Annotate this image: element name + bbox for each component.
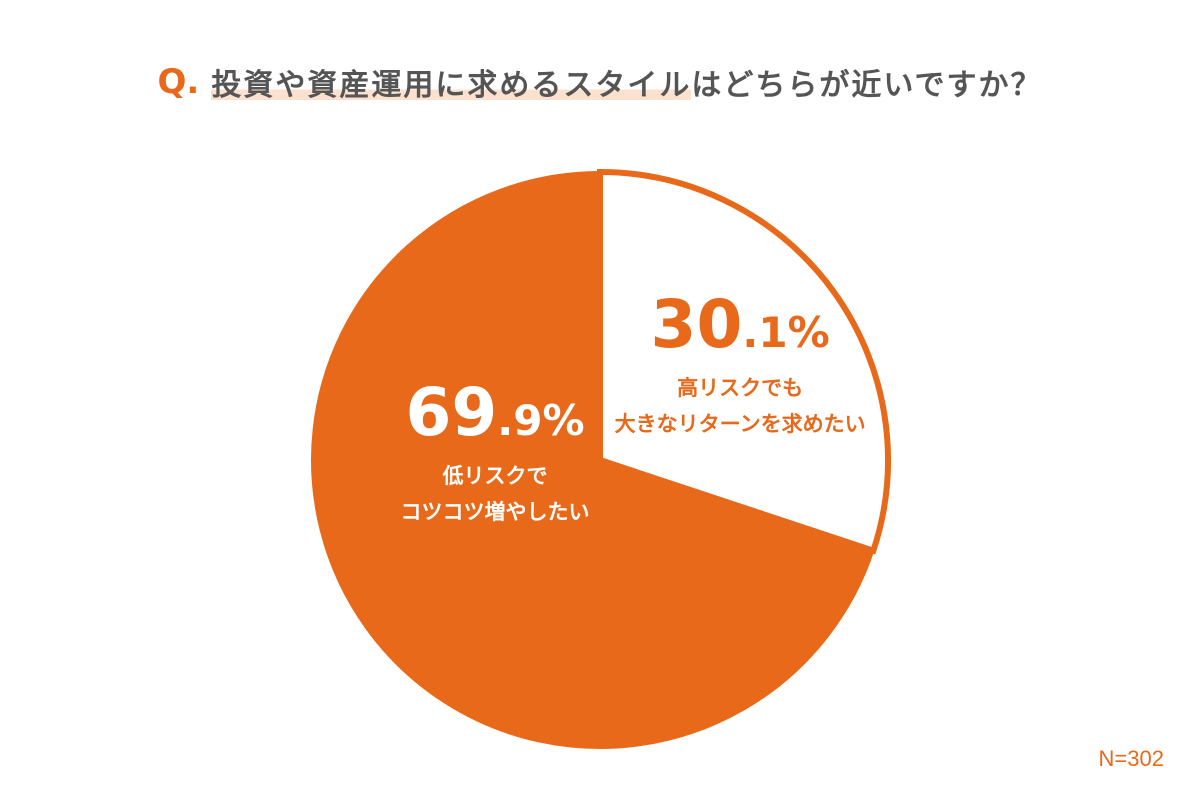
question-highlighted-text: 投資や資産運用に求めるスタイル	[211, 68, 692, 103]
question-header: Q. 投資や資産運用に求めるスタイルはどちらが近いですか？	[0, 60, 1200, 104]
slice-1-label-line-2: 大きなリターンを求めたい	[615, 412, 866, 436]
slice-2-label-line-2: コツコツ増やしたい	[401, 500, 590, 524]
question-prefix: Q.	[157, 62, 200, 102]
pie-slice-1	[597, 168, 891, 555]
sample-size-note: N=302	[1098, 746, 1164, 771]
slice-1-label-line-1: 高リスクでも	[677, 376, 803, 400]
question-rest-text: はどちらが近いですか？	[691, 68, 1043, 103]
slice-1-percentage: 30.1%	[651, 286, 830, 363]
slice-2-label-line-1: 低リスクで	[442, 464, 548, 488]
question-text: 投資や資産運用に求めるスタイルはどちらが近いですか？	[211, 68, 1042, 103]
slice-2-percentage: 69.9%	[405, 374, 584, 451]
pie-slice-2	[311, 170, 875, 749]
